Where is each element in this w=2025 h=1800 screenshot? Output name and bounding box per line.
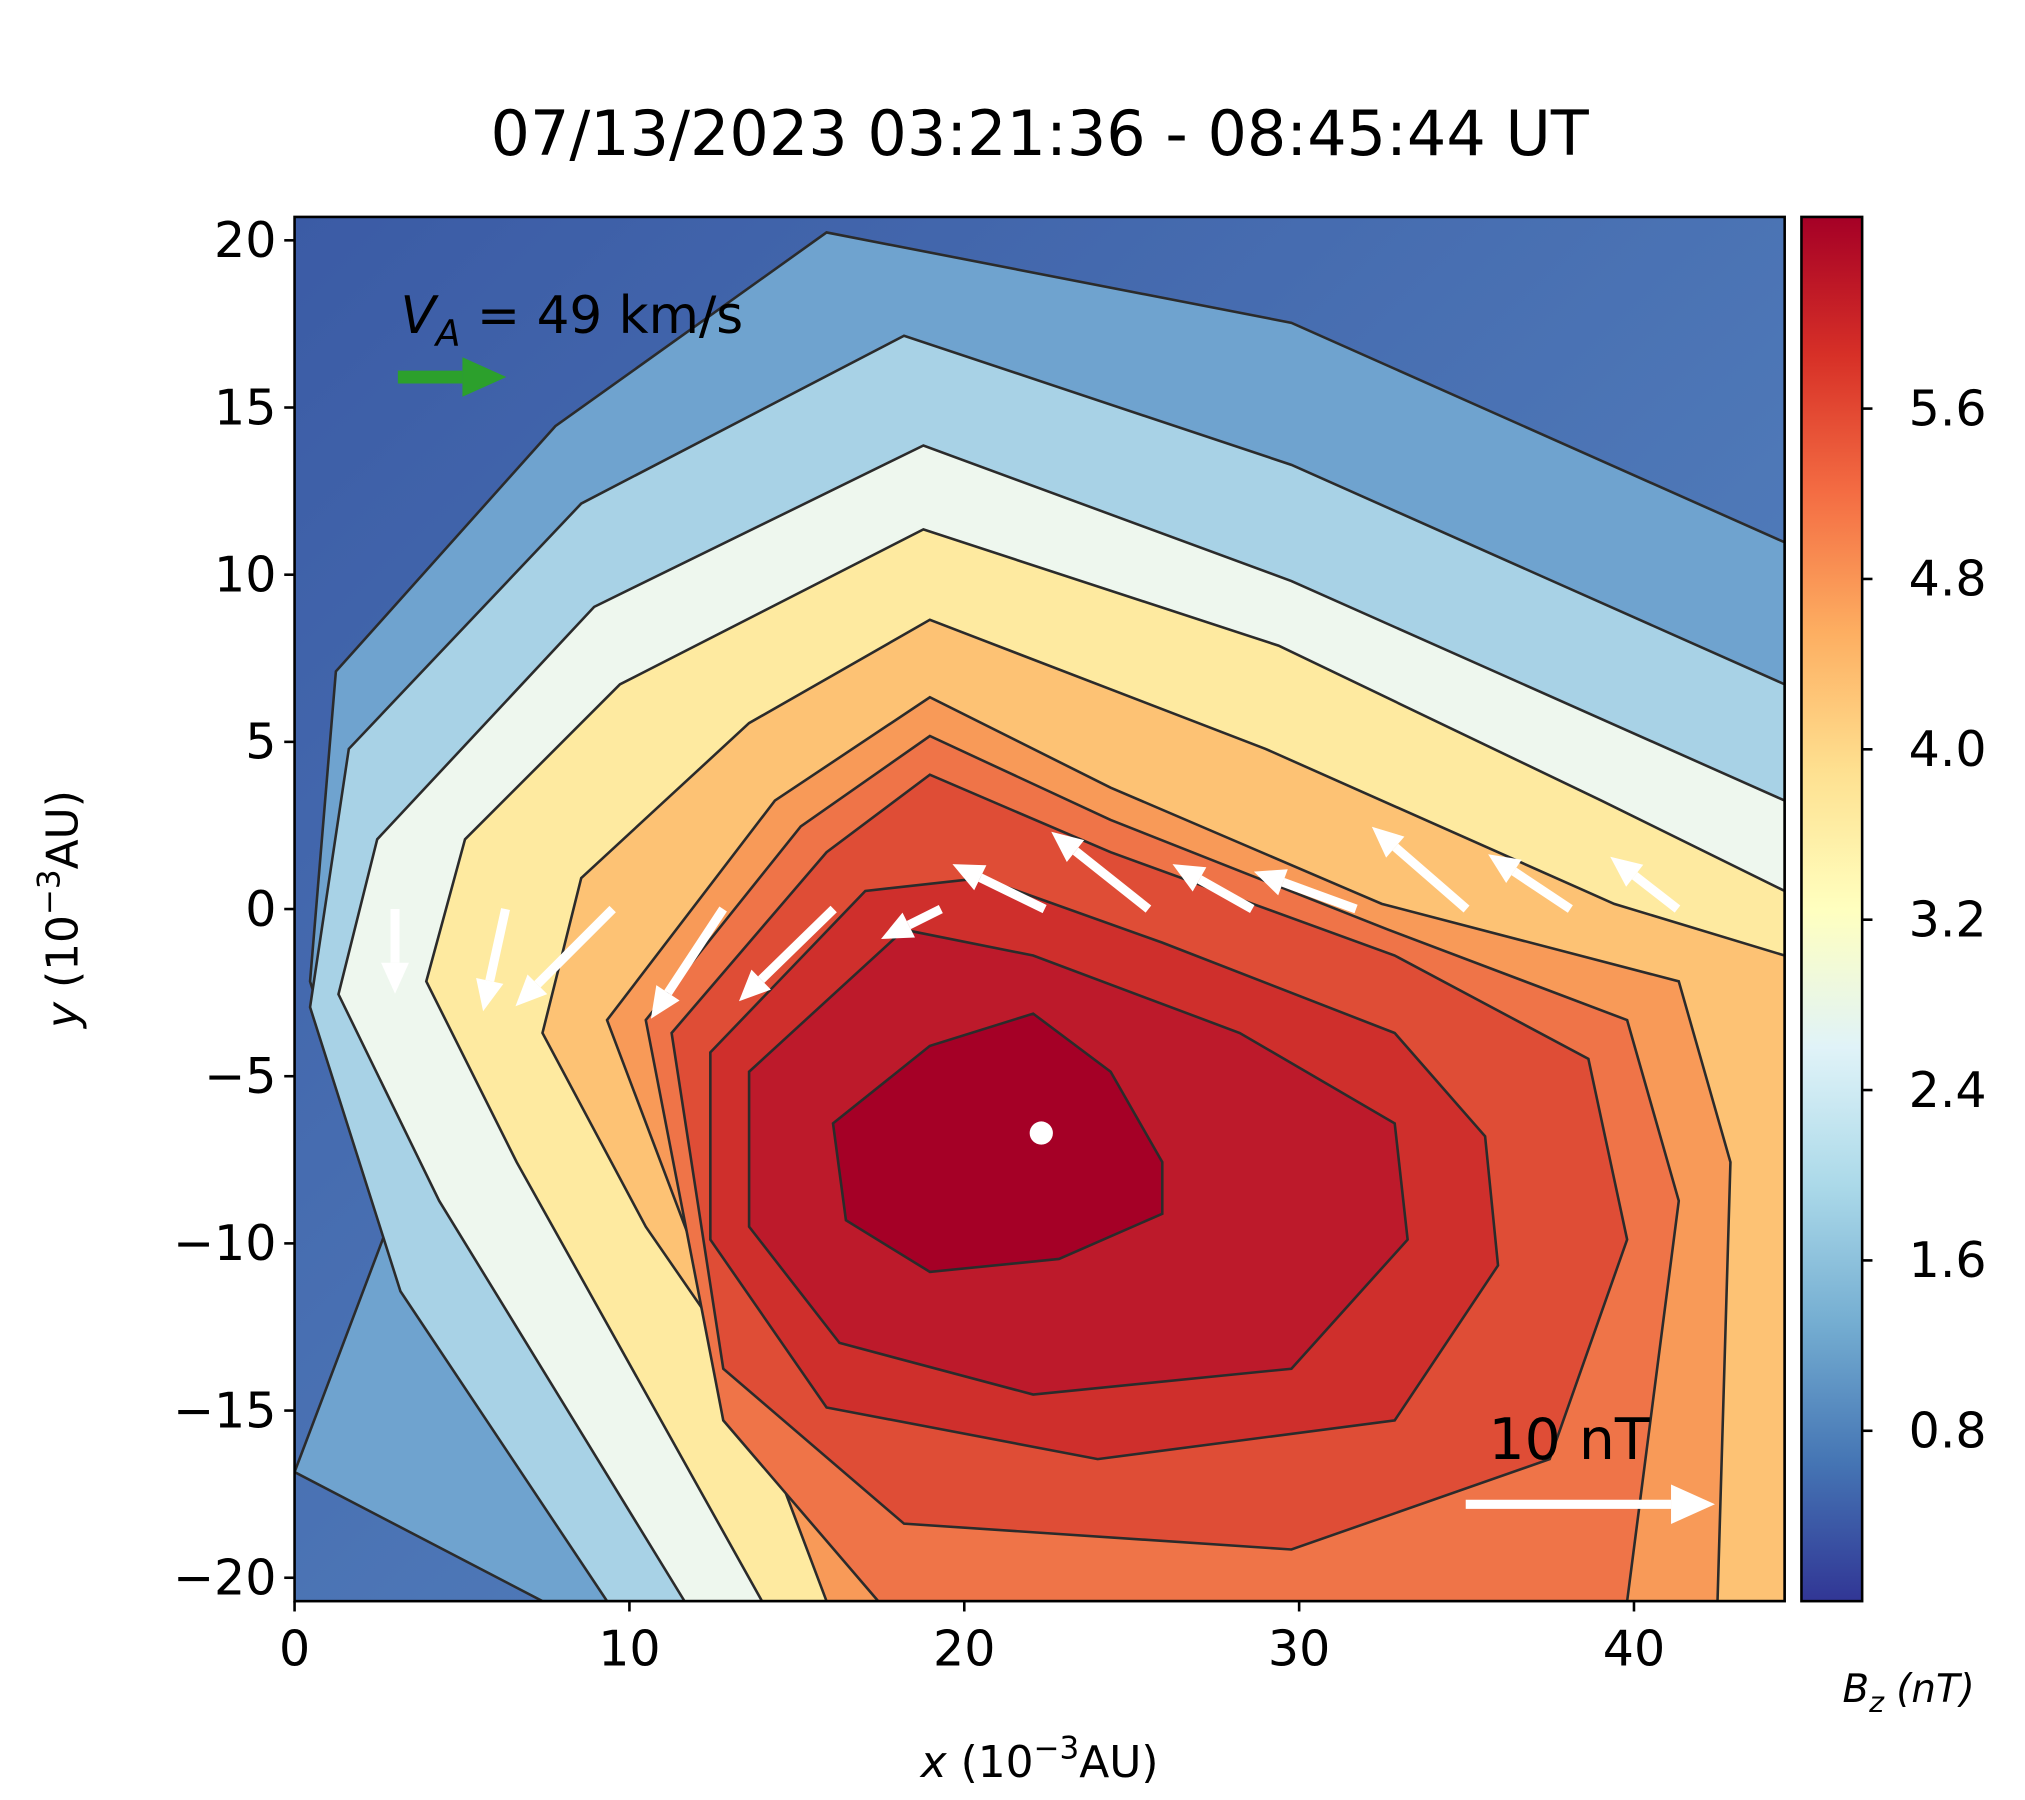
- alfven-vector-head: [462, 357, 507, 397]
- colorbar-subscript: z: [1868, 1686, 1885, 1719]
- field-vector-head: [738, 969, 771, 1002]
- field-vector-head: [1172, 864, 1207, 892]
- field-vector: [1371, 826, 1470, 913]
- field-vector: [952, 864, 1047, 914]
- field-vector-shaft: [906, 904, 943, 930]
- reference-vector-head: [1671, 1484, 1715, 1525]
- field-vector-shaft: [664, 906, 727, 996]
- colorbar-unit: (nT): [1884, 1667, 1975, 1712]
- reference-vector: [1465, 1484, 1715, 1525]
- field-vector-shaft: [485, 908, 510, 982]
- field-vector-head: [381, 962, 409, 994]
- field-vector-shaft: [1072, 847, 1152, 913]
- x-tick-label: 0: [279, 1620, 310, 1678]
- x-axis-text: (10: [947, 1737, 1034, 1788]
- x-axis-symbol: x: [919, 1737, 948, 1788]
- y-tick-label: 20: [214, 211, 276, 269]
- field-vector-head: [650, 985, 680, 1019]
- alfven-text: = 49 km/s: [461, 286, 744, 346]
- y-tick-label: −20: [173, 1549, 277, 1607]
- field-vector: [515, 905, 616, 1007]
- field-vector-shaft: [534, 905, 616, 988]
- field-vector: [1172, 864, 1255, 913]
- field: [294, 216, 1785, 1602]
- field-vector-head: [476, 977, 504, 1012]
- y-tick-label: −15: [173, 1381, 277, 1439]
- x-axis-exponent: −3: [1034, 1731, 1080, 1767]
- y-axis-unit: AU): [38, 790, 89, 869]
- field-vector: [1253, 869, 1358, 914]
- field-vector-shaft: [1511, 867, 1573, 913]
- field-vector-head: [1051, 831, 1085, 862]
- field-vector-head: [952, 864, 987, 891]
- x-tick-label: 40: [1603, 1620, 1665, 1678]
- field-levels: [294, 231, 1785, 1602]
- alfven-symbol: V: [400, 286, 439, 346]
- field-vector-shaft: [1631, 872, 1681, 913]
- field-vector-head: [1488, 854, 1522, 884]
- colorbar-symbol: B: [1843, 1667, 1870, 1712]
- y-tick-label: 15: [214, 378, 276, 436]
- field-vector-head: [1610, 856, 1644, 887]
- field-vector-shaft: [978, 873, 1047, 914]
- field-vector: [1051, 831, 1152, 913]
- x-axis-label: x (10−3AU): [919, 1731, 1159, 1788]
- x-tick-label: 30: [1268, 1620, 1330, 1678]
- field-vector-head: [1253, 869, 1288, 896]
- colorbar-tick-label: 4.0: [1909, 720, 1987, 778]
- x-tick-label: 20: [933, 1620, 995, 1678]
- field-vector: [881, 904, 943, 939]
- colorbar-tick-label: 4.8: [1909, 550, 1987, 608]
- level: [831, 1012, 1164, 1274]
- colorbar-tick-label: 2.4: [1909, 1061, 1987, 1119]
- axis-center: [1029, 1121, 1053, 1145]
- y-axis-exponent: −3: [32, 869, 68, 915]
- y-axis-text: (10: [38, 915, 89, 1002]
- alfven-vector: [397, 357, 507, 397]
- y-tick-label: 5: [245, 713, 276, 771]
- y-axis-label: y (10−3AU): [32, 790, 89, 1030]
- alfven-subscript: A: [434, 312, 461, 355]
- y-tick-label: 10: [214, 545, 276, 603]
- y-tick-label: −5: [204, 1047, 276, 1105]
- x-tick-label: 10: [598, 1620, 660, 1678]
- field-vector-shaft: [1281, 878, 1358, 914]
- colorbar-tick-label: 5.6: [1909, 379, 1987, 437]
- y-tick-label: −10: [173, 1214, 277, 1272]
- field-vector: [1610, 856, 1681, 913]
- reference-label: 10 nT: [1489, 1407, 1650, 1473]
- field-vector: [476, 908, 510, 1012]
- field-vector: [650, 906, 727, 1019]
- field-vector-shaft: [1392, 843, 1470, 913]
- field-vector-head: [1371, 826, 1405, 858]
- colorbar-tick-label: 1.6: [1909, 1231, 1987, 1289]
- colorbar-tick-label: 3.2: [1909, 890, 1987, 948]
- plot-frame: [293, 215, 1786, 1603]
- colorbar-tick-label: 0.8: [1909, 1402, 1987, 1460]
- x-axis-unit: AU): [1079, 1737, 1158, 1788]
- field-vector-shaft: [1197, 875, 1255, 913]
- field-vector-head: [515, 974, 548, 1007]
- field-vector: [381, 909, 409, 994]
- chart-title: 07/13/2023 03:21:36 - 08:45:44 UT: [491, 97, 1590, 170]
- alfven-label: VA = 49 km/s: [400, 286, 743, 355]
- y-tick-label: 0: [245, 880, 276, 938]
- field-vector: [738, 905, 837, 1002]
- field-vector-shaft: [758, 905, 837, 983]
- y-axis-symbol: y: [38, 1001, 89, 1030]
- colorbar-label: Bz (nT): [1843, 1667, 1975, 1719]
- colorbar: [1800, 215, 1864, 1603]
- field-vector: [1488, 854, 1573, 913]
- field-vector-head: [881, 912, 915, 939]
